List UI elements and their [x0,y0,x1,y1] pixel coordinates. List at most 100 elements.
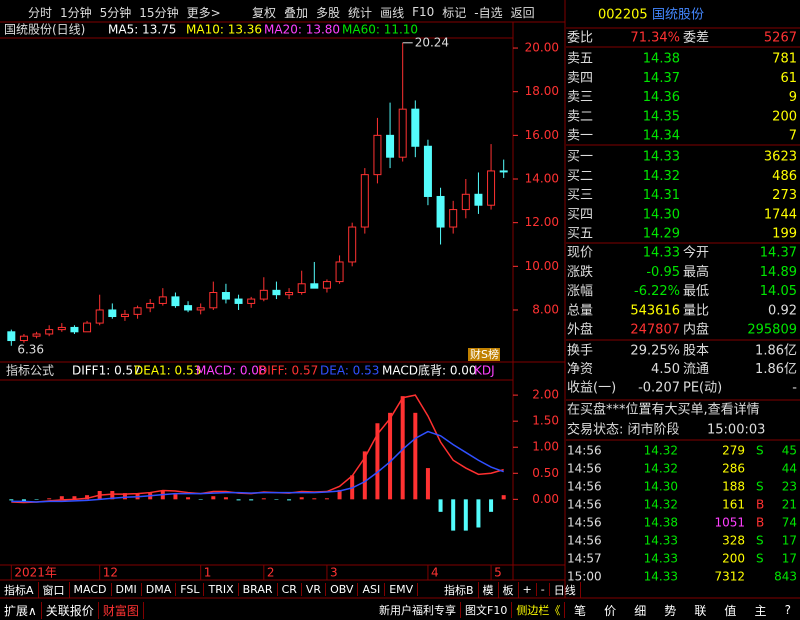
indicator-tab[interactable]: EMV [385,583,419,596]
indicator-tab[interactable]: 日线 [550,581,581,598]
indicator-tab[interactable]: 板 [499,581,519,598]
quote-value: 1.86亿 [755,362,797,377]
macd-bar [236,499,241,501]
panel-tab[interactable]: 主 [754,603,767,618]
toolbar-button[interactable]: 叠加 [284,5,309,20]
tab-button[interactable]: 分时 [28,5,53,20]
indicator-tab[interactable]: 指标B [440,581,479,598]
status-button[interactable]: 财富图 [99,601,144,619]
y-tick-label: 18.00 [525,84,559,98]
toolbar-button[interactable]: 复权 [252,5,277,20]
indicator-tab[interactable]: 指标A [0,581,39,598]
toolbar-row: 指标A 窗口 MACD DMI DMA FSL TRIX BRAR CR VR OBV ASI EMV [0,581,440,598]
tick-count: 44 [782,462,797,476]
macd-bar [438,499,443,512]
quote-value: 0.92 [768,303,797,318]
toolbar-button[interactable]: 多股 [316,5,341,20]
bid-price: 14.30 [643,207,680,222]
tick-volume: 188 [722,480,745,494]
macd-bar [476,499,481,528]
candle-body [196,307,205,311]
macd-bar [451,499,456,531]
tick-side: S [756,444,764,458]
quote-label: 量比 [683,303,709,318]
toolbar-button[interactable]: 画线 [380,5,405,20]
quote-label: 流通 [683,362,709,377]
indicator-tab[interactable]: OBV [326,583,359,596]
indicator-tab[interactable]: TRIX [204,583,239,596]
quote-label: 今开 [683,245,709,261]
macd-bar [110,491,115,500]
quote-label: 最高 [683,264,709,280]
indicator-tab[interactable]: MACD [70,583,112,596]
panel-tab[interactable]: ? [784,603,791,617]
toolbar-button[interactable]: -自选 [474,5,503,20]
indicator-tab[interactable]: BRAR [239,583,278,596]
panel-tab[interactable]: 势 [664,603,677,618]
status-button[interactable]: 扩展∧ [0,601,42,619]
bid-volume: 1744 [764,207,797,222]
candle-body [221,292,230,300]
panel-tab[interactable]: 值 [724,603,737,618]
bid-volume: 199 [772,227,797,242]
status-button[interactable]: 新用户福利专享 [375,602,461,618]
bid-label: 买二 [567,169,593,184]
tick-volume: 286 [722,462,745,476]
macd-bar [274,499,279,500]
tab-button[interactable]: 15分钟 [139,5,179,20]
candle-body [95,309,104,324]
panel-tab[interactable]: 联 [694,603,707,618]
indicator-tab[interactable]: 窗口 [39,581,70,598]
indicator-legend: DEA: 0.53 [320,364,379,378]
macd-bar [413,412,418,500]
indicator-tab[interactable]: VR [302,583,327,596]
panel-tab[interactable]: 笔 [574,603,587,618]
indicator-tab[interactable]: FSL [176,583,205,596]
candle-body [474,193,483,206]
quote-value: 247807 [630,323,680,338]
quote-label: 换手 [567,344,593,359]
tick-volume: 161 [722,498,745,512]
indicator-tab[interactable]: + [519,583,537,596]
indicator-tab[interactable]: DMA [142,583,177,596]
candle-body [19,335,28,342]
bid-label: 买一 [567,150,593,165]
indicator-tab[interactable]: - [537,583,550,596]
tab-button[interactable]: 5分钟 [99,5,132,20]
candle-body [461,193,470,211]
indicator-tab[interactable]: ASI [358,583,386,596]
indicator-tab[interactable]: DMI [112,583,142,596]
panel-tab[interactable]: 细 [634,603,647,618]
ask-label: 卖二 [567,109,593,124]
tick-count: 45 [782,444,797,458]
badge: 财S榜 [470,347,499,361]
toolbar-button[interactable]: F10 [412,5,435,19]
candle-body [184,305,193,311]
indicator-legend: KDJ [474,364,495,378]
quote-value: 295809 [747,323,797,338]
indicator-tab[interactable]: 模 [479,581,499,598]
x-tick-label: 2021年 [14,566,57,580]
stock-name: 国统股份 [652,8,704,23]
tab-button[interactable]: 1分钟 [60,5,92,20]
x-tick-label: 12 [103,566,118,580]
tick-side: S [756,480,764,494]
y-tick-label: 0.50 [532,466,559,480]
indicator-tab[interactable]: CR [278,583,302,596]
panel-tab[interactable]: 价 [604,603,617,618]
toolbar-button[interactable]: 统计 [348,5,373,20]
indicator-legend: MACD: 0.08 [196,364,267,378]
toolbar-button[interactable]: 返回 [510,5,535,20]
trade-status: 交易状态: 闭市阶段 [567,422,680,438]
tick-side: S [756,534,764,548]
tick-count: 17 [782,534,797,548]
indicator-legend: DEA1: 0.53 [134,364,201,378]
tab-button[interactable]: 更多> [186,5,221,20]
candle-body [297,283,306,294]
toolbar-button[interactable]: 标记 [442,5,467,20]
status-button[interactable]: 侧边栏《 [512,602,566,618]
status-button[interactable]: 关联报价 [42,601,99,619]
quote-value: -6.22% [634,284,680,299]
macd-bar [287,499,292,501]
status-button[interactable]: 图文F10 [461,602,513,618]
